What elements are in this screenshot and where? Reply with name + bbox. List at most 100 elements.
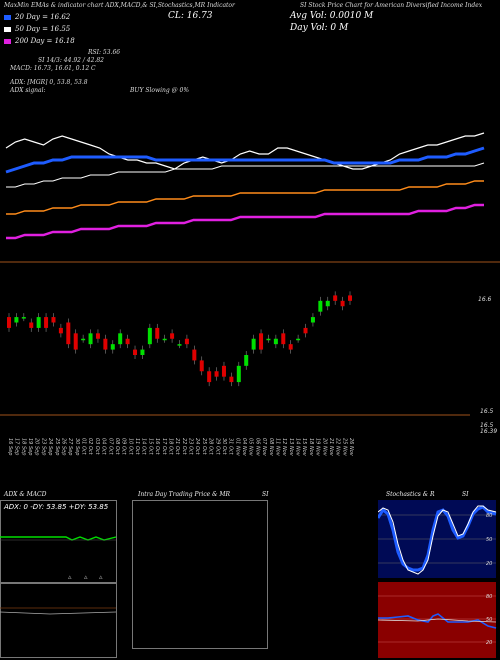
- date-tick-label: 17 Oct: [161, 438, 167, 456]
- date-tick-label: 16 Sep: [7, 438, 13, 455]
- mr-tick-80: 80: [486, 594, 492, 600]
- date-tick-label: 30 Oct: [221, 438, 227, 456]
- candle-body: [73, 333, 78, 350]
- adx-marker-icon: ▵: [84, 573, 88, 581]
- ema-lines-group: [5, 132, 485, 240]
- date-tick-label: 19 Sep: [27, 438, 33, 455]
- mr-line: [378, 613, 497, 629]
- date-tick-label: 15 Nov: [301, 438, 307, 457]
- date-tick-label: 23 Oct: [188, 438, 194, 456]
- series-line-close: [5, 132, 485, 170]
- date-tick-label: 11 Nov: [274, 438, 280, 457]
- candle-body: [147, 327, 152, 345]
- candle-body: [21, 317, 26, 319]
- legend-swatch-icon: [4, 38, 11, 44]
- candle-body: [36, 317, 41, 328]
- candle-body: [51, 317, 56, 323]
- candle-body: [259, 333, 264, 350]
- candle-body: [318, 300, 323, 312]
- candle-body: [244, 355, 249, 366]
- stoch-tick-50: 50: [486, 537, 492, 543]
- stochastics-panel: 80 50 20 80 50 20: [378, 500, 497, 658]
- adx-panel-readout: ADX: 0 -DY: 53.85 +DY: 53.85: [3, 503, 109, 511]
- candle-body: [140, 349, 145, 355]
- buy-signal-readout: BUY Slowing @ 0%: [130, 87, 190, 94]
- candle-body: [58, 327, 63, 334]
- candle-body: [177, 344, 182, 346]
- stochastics-panel-title: Stochastics & R: [386, 491, 435, 498]
- legend-item-20day: 20 Day = 16.62: [4, 13, 70, 21]
- series-line-50-day-ema: [6, 162, 485, 188]
- date-tick-label: 02 Oct: [87, 438, 93, 456]
- date-tick-label: 04 Nov: [241, 438, 247, 457]
- candle-body: [221, 365, 226, 377]
- candle-body: [103, 338, 108, 350]
- candle-body: [199, 360, 204, 372]
- date-tick-label: 12 Nov: [281, 438, 287, 457]
- date-axis: 16 Sep 17 Sep 18 Sep 19 Sep 20 Sep 23 Sep 24 S…: [7, 438, 354, 457]
- date-tick-label: 25 Sep: [54, 438, 60, 455]
- stoch-k-line: [378, 505, 497, 572]
- date-tick-label: 20 Sep: [34, 438, 40, 455]
- date-tick-label: 26 Nov: [348, 438, 354, 457]
- adx-readout: ADX: [MGR] 0, 53.8, 53.8: [10, 79, 88, 86]
- candle-body: [29, 322, 34, 328]
- candle-body: [207, 371, 212, 383]
- date-tick-label: 30 Sep: [74, 438, 80, 455]
- candles-group: [7, 291, 352, 387]
- date-tick-label: 31 Oct: [228, 438, 234, 456]
- date-tick-label: 15 Oct: [147, 438, 153, 456]
- candle-body: [162, 338, 167, 341]
- main-price-chart: 16 Sep 17 Sep 18 Sep 19 Sep 20 Sep 23 Sep 24 S…: [0, 132, 500, 457]
- macd-readout: MACD: 16.73, 16.61, 0.12 C: [10, 65, 96, 72]
- candle-body: [229, 376, 234, 383]
- candle-body: [14, 317, 19, 323]
- candle-body: [81, 338, 86, 341]
- date-tick-label: 14 Nov: [295, 438, 301, 457]
- date-tick-label: 09 Oct: [121, 438, 127, 456]
- candle-body: [155, 327, 160, 339]
- candle-body: [192, 349, 197, 361]
- stoch-d-line: [378, 505, 497, 575]
- date-tick-label: 24 Oct: [194, 438, 200, 456]
- date-tick-label: 29 Oct: [214, 438, 220, 456]
- chart-ticker-title: SI Stock Price Chart for American Divers…: [300, 2, 483, 9]
- si-readout: SI 14/3: 44.92 / 42.82: [38, 57, 104, 64]
- legend-item-50day: 50 Day = 16.55: [4, 25, 70, 33]
- day-volume-label: Day Vol: 0 M: [290, 23, 349, 33]
- candle-body: [288, 344, 293, 350]
- date-tick-label: 25 Nov: [341, 438, 347, 457]
- candle-body: [303, 327, 308, 334]
- intraday-panel: [132, 500, 268, 649]
- stochastics-panel-si: SI: [462, 491, 469, 498]
- date-tick-label: 21 Nov: [328, 438, 334, 457]
- date-tick-label: 18 Oct: [167, 438, 173, 456]
- legend-swatch-icon: [4, 26, 11, 32]
- series-line-200-day-ema: [6, 203, 484, 240]
- date-tick-label: 19 Nov: [315, 438, 321, 457]
- date-tick-label: 03 Oct: [94, 438, 100, 456]
- adx-marker-icon: ▵: [99, 573, 103, 581]
- adx-macd-panel: ADX: 0 -DY: 53.85 +DY: 53.85 ▵ ▵ ▵: [0, 500, 117, 658]
- date-tick-label: 07 Nov: [261, 438, 267, 457]
- macd-box: [0, 583, 117, 658]
- date-tick-label: 07 Oct: [107, 438, 113, 456]
- date-tick-label: 06 Nov: [254, 438, 260, 457]
- candle-body: [296, 338, 301, 341]
- date-tick-label: 27 Sep: [67, 438, 73, 455]
- legend-label: 20 Day = 16.62: [15, 13, 71, 21]
- intraday-panel-title: Intra Day Trading Price & MR: [138, 491, 231, 498]
- candle-body: [133, 349, 138, 355]
- candle-body: [118, 333, 123, 345]
- macd-line: [0, 611, 117, 615]
- intraday-panel-si: SI: [262, 491, 269, 498]
- date-tick-label: 10 Oct: [127, 438, 133, 456]
- date-tick-label: 11 Oct: [134, 438, 140, 456]
- date-tick-label: 25 Oct: [201, 438, 207, 456]
- candle-body: [310, 317, 315, 323]
- legend-label: 200 Day = 16.18: [15, 37, 75, 45]
- candle-body: [66, 322, 71, 345]
- date-tick-label: 17 Sep: [14, 438, 20, 455]
- date-tick-label: 28 Oct: [208, 438, 214, 456]
- series-line-100-day-ema: [6, 180, 484, 215]
